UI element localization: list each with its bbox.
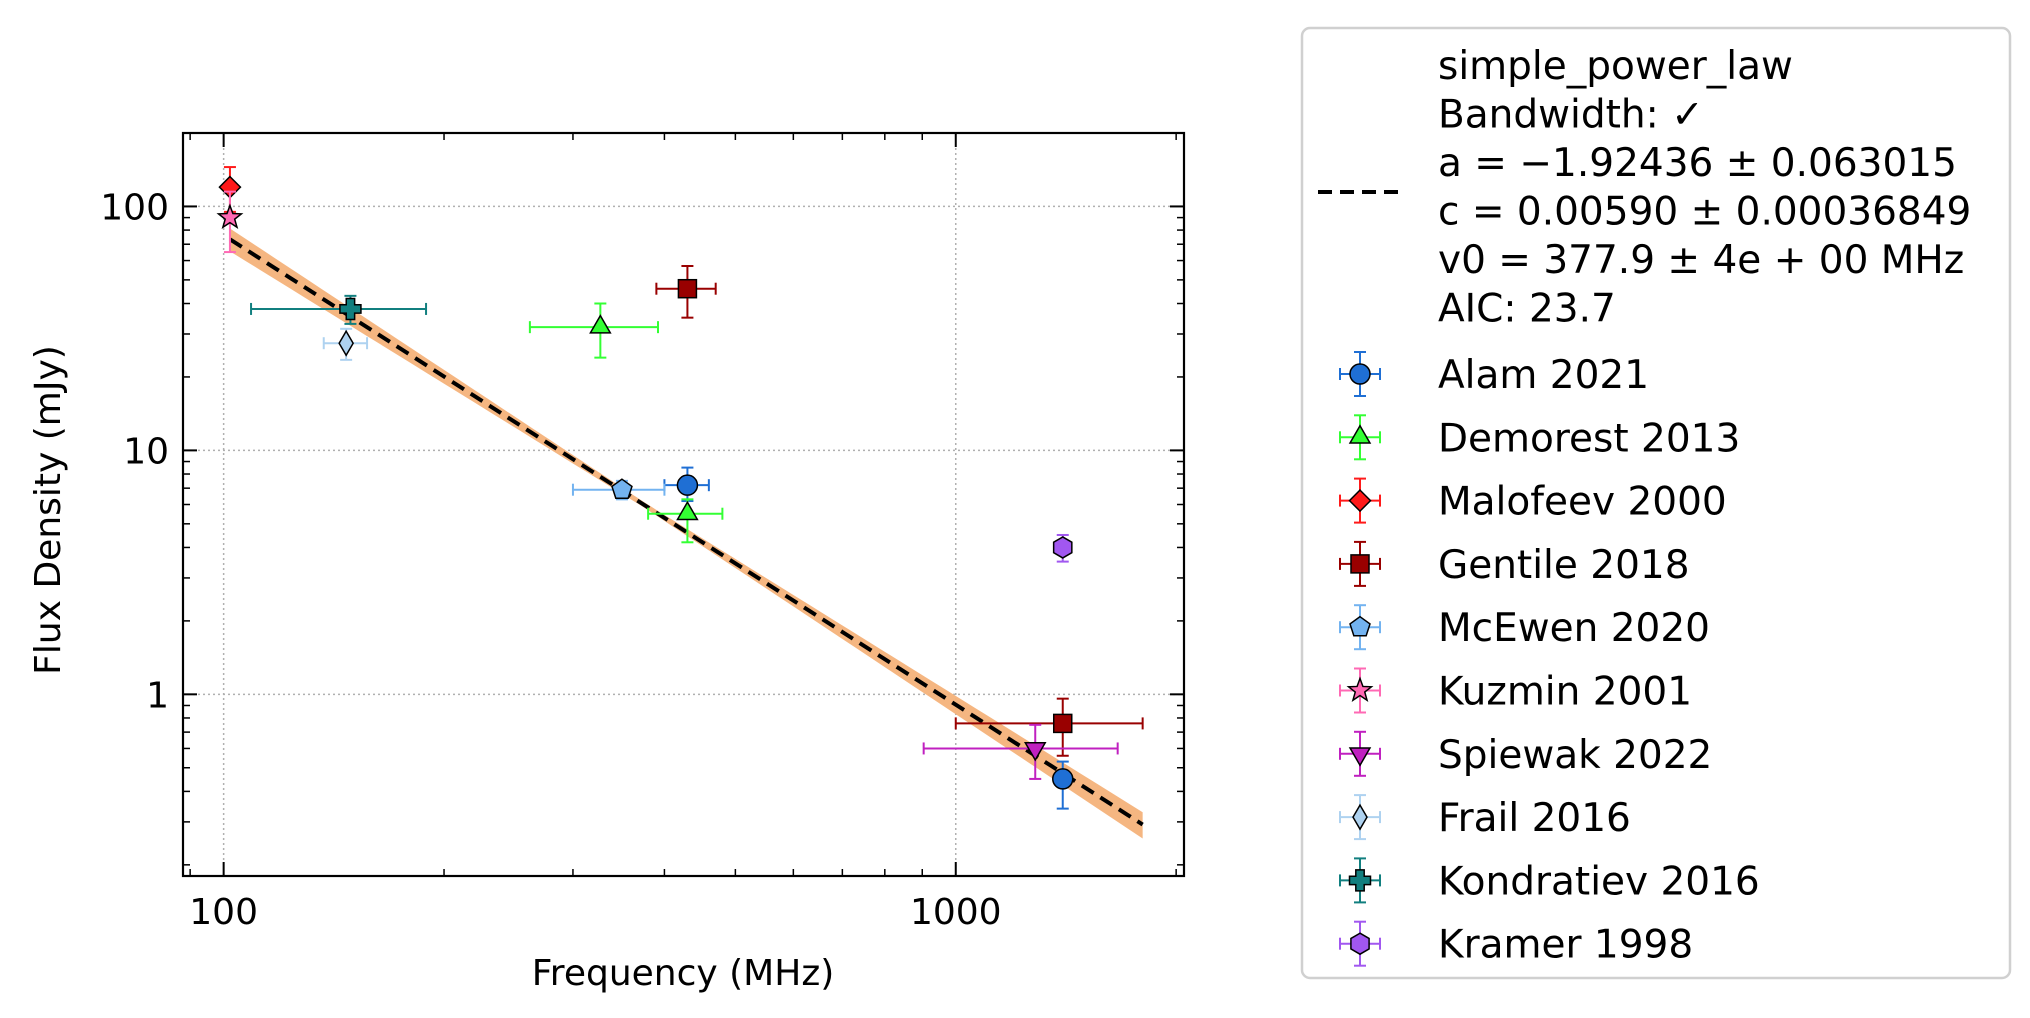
legend-marker: [1349, 363, 1371, 385]
legend-marker: [1348, 489, 1372, 513]
legend-marker: [1350, 554, 1370, 574]
legend-fit-text: a = −1.92436 ± 0.063015: [1438, 141, 1957, 186]
legend-series-label: Malofeev 2000: [1438, 480, 1727, 525]
data-point: [611, 478, 633, 499]
legend-series-label: Kramer 1998: [1438, 923, 1693, 968]
data-point: [216, 203, 244, 230]
fit-uncertainty-band: [229, 228, 1143, 839]
legend-fit-text: c = 0.00590 ± 0.00036849: [1438, 190, 1971, 235]
data-point: [1051, 768, 1074, 790]
y-tick-label: 100: [100, 187, 169, 228]
series-mcewen-2020: [571, 478, 666, 501]
legend-series-label: McEwen 2020: [1438, 606, 1710, 651]
x-axis-label: Frequency (MHz): [532, 953, 835, 994]
legend-marker: [1348, 424, 1372, 444]
series-gentile-2018: [655, 264, 1144, 757]
legend-fit-text: v0 = 377.9 ± 4e + 00 MHz: [1438, 238, 1964, 283]
series-frail-2016: [322, 327, 369, 361]
data-point: [676, 474, 699, 496]
legend-series-label: Kuzmin 2001: [1438, 670, 1692, 715]
legend-series-label: Spiewak 2022: [1438, 733, 1712, 778]
legend-fit-text: Bandwidth: ✓: [1438, 93, 1704, 138]
data-point: [338, 329, 355, 357]
series-spiewak-2022: [922, 723, 1119, 780]
legend-marker: [1349, 615, 1371, 637]
legend-series-label: Gentile 2018: [1438, 543, 1690, 588]
legend-box: [1300, 26, 2012, 980]
legend-series-label: Kondratiev 2016: [1438, 859, 1760, 904]
series-demorest-2013: [528, 302, 724, 544]
data-point: [1052, 536, 1073, 559]
grid-lines: [183, 133, 1184, 876]
legend-marker: [1350, 932, 1370, 956]
legend-marker: [1348, 747, 1372, 767]
y-axis-label: Flux Density (mJy): [28, 345, 69, 675]
series-kuzmin-2001: [216, 190, 244, 254]
x-tick-label: 100: [189, 892, 258, 933]
data-points: [216, 166, 1144, 810]
series-kramer-1998: [1052, 533, 1073, 563]
data-point: [677, 278, 698, 299]
data-point: [1052, 713, 1073, 734]
fit-line: [228, 237, 1144, 827]
fit-model: [228, 228, 1144, 839]
legend-marker: [1352, 803, 1368, 831]
axis-ticks: 100 1000 1 10 100: [100, 133, 1184, 933]
legend-marker: [1348, 869, 1372, 892]
data-point: [1023, 741, 1047, 762]
data-point: [589, 314, 612, 334]
legend-fit-text: AIC: 23.7: [1438, 287, 1616, 332]
y-tick-label: 1: [146, 675, 169, 716]
legend-series-label: Demorest 2013: [1438, 416, 1740, 461]
data-point: [339, 297, 362, 321]
legend-series-label: Alam 2021: [1438, 353, 1649, 398]
data-point: [676, 500, 699, 521]
legend-series-label: Frail 2016: [1438, 796, 1631, 841]
legend-marker: [1346, 676, 1374, 702]
series-kondratiev-2016: [250, 294, 428, 325]
series-alam-2021: [663, 466, 1074, 810]
x-tick-label: 1000: [910, 892, 1002, 933]
y-tick-label: 10: [123, 431, 169, 472]
legend-fit-text: simple_power_law: [1438, 44, 1793, 89]
